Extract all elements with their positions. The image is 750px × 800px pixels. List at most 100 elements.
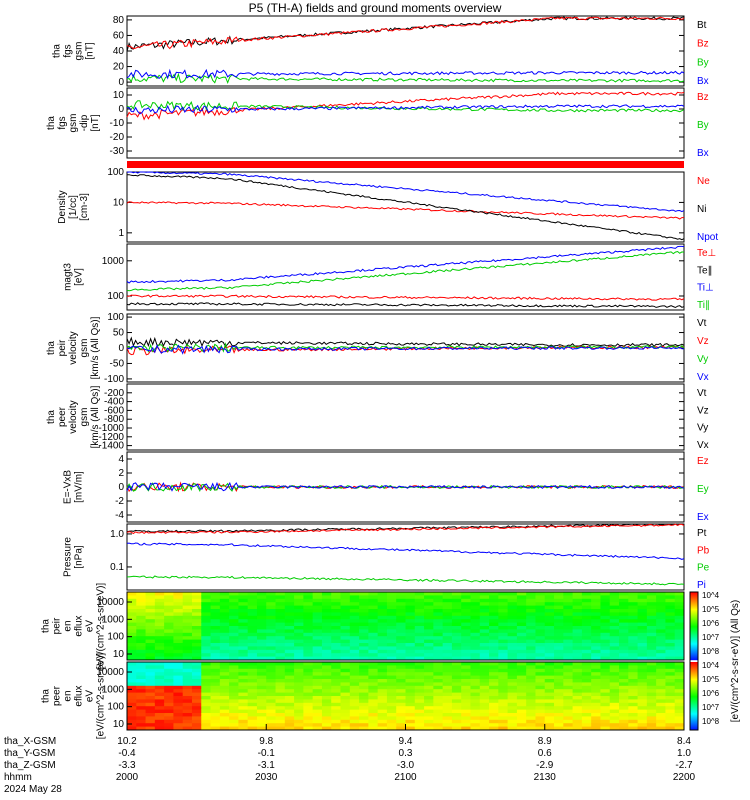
heatmap-cell bbox=[535, 665, 546, 670]
heatmap-cell bbox=[516, 679, 527, 683]
heatmap-cell bbox=[247, 615, 258, 620]
heatmap-cell bbox=[619, 723, 629, 728]
heatmap-cell bbox=[609, 716, 620, 721]
heatmap-cell bbox=[619, 598, 629, 603]
heatmap-cell bbox=[442, 619, 453, 624]
heatmap-cell bbox=[544, 592, 555, 596]
heatmap-cell bbox=[145, 706, 156, 711]
heatmap-cell bbox=[461, 713, 471, 717]
heatmap-cell bbox=[609, 626, 620, 630]
series-line-Ti∥ bbox=[126, 250, 685, 292]
colorbar-cell bbox=[690, 708, 698, 710]
heatmap-cell bbox=[145, 609, 156, 613]
heatmap-cell bbox=[405, 615, 416, 620]
heatmap-cell bbox=[451, 632, 462, 637]
heatmap-cell bbox=[191, 723, 202, 728]
heatmap-cell bbox=[489, 598, 499, 603]
y-tick-label: -50 bbox=[110, 358, 125, 369]
heatmap-cell bbox=[619, 605, 629, 610]
heatmap-cell bbox=[637, 646, 648, 651]
heatmap-cell bbox=[340, 689, 351, 694]
heatmap-cell bbox=[535, 649, 546, 654]
heatmap-cell bbox=[340, 668, 351, 673]
heatmap-cell bbox=[637, 699, 648, 704]
heatmap-cell bbox=[266, 609, 277, 613]
heatmap-cell bbox=[284, 609, 295, 613]
heatmap-cell bbox=[377, 619, 388, 624]
heatmap-cell bbox=[535, 685, 546, 690]
heatmap-cell bbox=[284, 639, 295, 644]
heatmap-cell bbox=[489, 719, 499, 724]
legend-label: Vz bbox=[697, 336, 709, 347]
heatmap-cell bbox=[405, 622, 416, 627]
heatmap-cell bbox=[331, 665, 342, 670]
heatmap-cell bbox=[256, 679, 267, 683]
heatmap-cell bbox=[424, 719, 434, 724]
heatmap-cell bbox=[628, 699, 639, 704]
heatmap-cell bbox=[619, 632, 629, 637]
heatmap-cell bbox=[507, 656, 518, 661]
heatmap-cell bbox=[489, 702, 499, 707]
heatmap-cell bbox=[396, 629, 406, 634]
heatmap-cell bbox=[563, 662, 574, 666]
heatmap-cell bbox=[637, 665, 648, 670]
heatmap-cell bbox=[526, 702, 536, 707]
heatmap-cell bbox=[359, 598, 369, 603]
heatmap-cell bbox=[396, 709, 406, 714]
heatmap-cell bbox=[470, 646, 481, 651]
heatmap-cell bbox=[665, 716, 676, 721]
heatmap-cell bbox=[433, 629, 444, 634]
heatmap-cell bbox=[386, 685, 397, 690]
heatmap-cell bbox=[674, 622, 685, 627]
heatmap-cell bbox=[321, 719, 332, 724]
heatmap-cell bbox=[405, 706, 416, 711]
heatmap-cell bbox=[145, 696, 156, 700]
heatmap-cell bbox=[665, 699, 676, 704]
heatmap-cell bbox=[646, 629, 657, 634]
heatmap-cell bbox=[247, 723, 258, 728]
heatmap-cell bbox=[535, 619, 546, 624]
heatmap-cell bbox=[321, 636, 332, 641]
heatmap-cell bbox=[145, 605, 156, 610]
heatmap-cell bbox=[424, 649, 434, 654]
heatmap-cell bbox=[321, 685, 332, 690]
heatmap-cell bbox=[340, 615, 351, 620]
heatmap-cell bbox=[433, 632, 444, 637]
heatmap-cell bbox=[294, 682, 304, 687]
heatmap-cell bbox=[303, 726, 314, 731]
heatmap-cell bbox=[312, 713, 323, 717]
heatmap-cell bbox=[479, 719, 490, 724]
heatmap-cell bbox=[526, 679, 536, 683]
heatmap-cell bbox=[526, 699, 536, 704]
heatmap-cell bbox=[637, 609, 648, 613]
heatmap-cell bbox=[386, 615, 397, 620]
heatmap-cell bbox=[414, 719, 425, 724]
heatmap-cell bbox=[127, 689, 137, 694]
heatmap-cell bbox=[303, 719, 314, 724]
heatmap-cell bbox=[377, 679, 388, 683]
heatmap-cell bbox=[210, 692, 221, 697]
heatmap-cell bbox=[219, 626, 230, 630]
series-line-Vy bbox=[126, 342, 685, 353]
heatmap-cell bbox=[526, 696, 536, 700]
heatmap-cell bbox=[507, 619, 518, 624]
y-tick-label: 4 bbox=[118, 454, 124, 465]
heatmap-cell bbox=[303, 643, 314, 647]
heatmap-cell bbox=[516, 636, 527, 641]
colorbar-cell bbox=[690, 720, 698, 722]
heatmap-cell bbox=[396, 632, 406, 637]
heatmap-cell bbox=[674, 696, 685, 700]
heatmap-cell bbox=[572, 685, 583, 690]
heatmap-cell bbox=[414, 602, 425, 607]
heatmap-cell bbox=[331, 679, 342, 683]
heatmap-cell bbox=[210, 615, 221, 620]
heatmap-cell bbox=[628, 656, 639, 661]
heatmap-cell bbox=[656, 629, 666, 634]
heatmap-cell bbox=[219, 709, 230, 714]
heatmap-cell bbox=[609, 723, 620, 728]
heatmap-cell bbox=[127, 682, 137, 687]
y-tick-label: 0.1 bbox=[110, 562, 124, 573]
heatmap-cell bbox=[619, 726, 629, 731]
heatmap-cell bbox=[498, 723, 509, 728]
